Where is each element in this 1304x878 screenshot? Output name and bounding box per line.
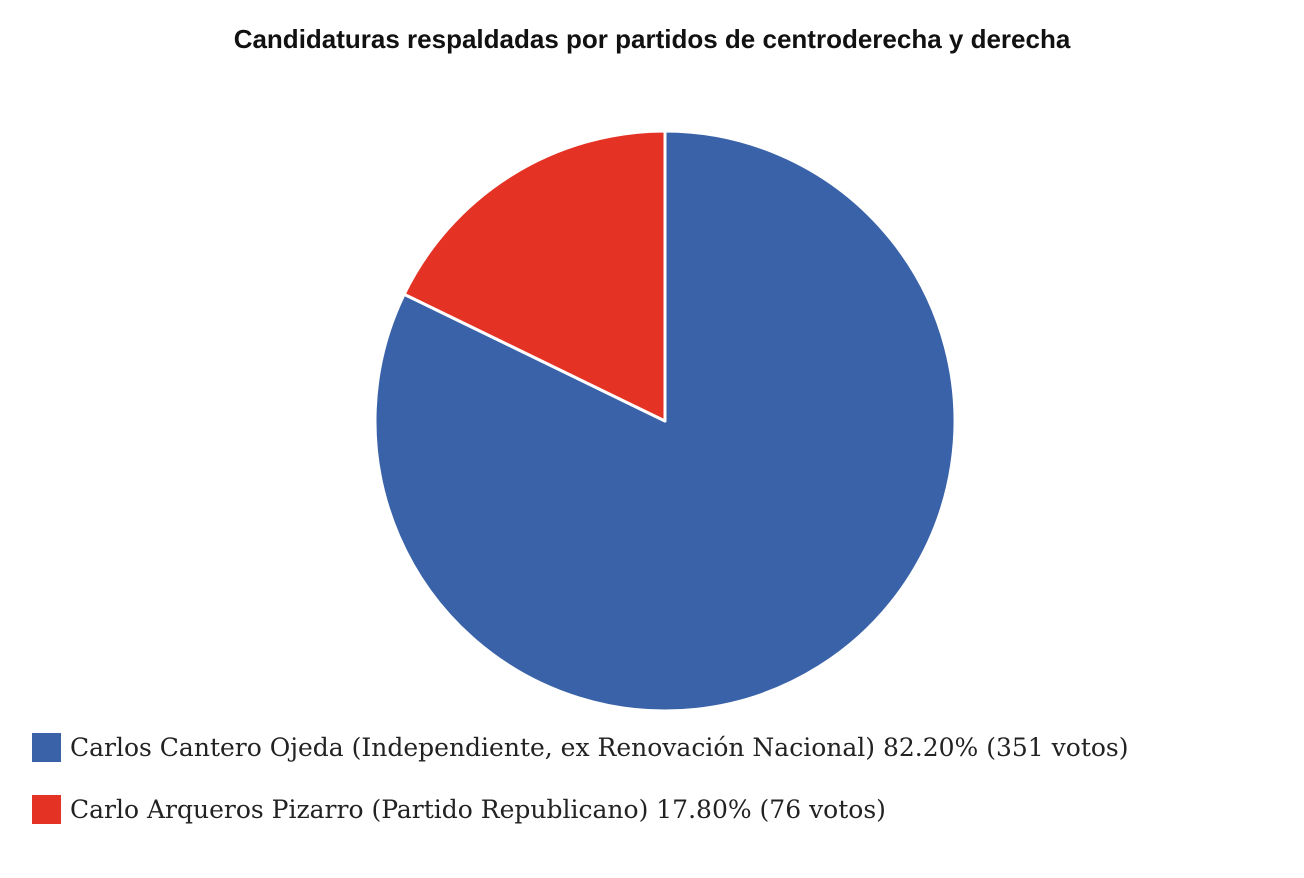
legend: Carlos Cantero Ojeda (Independiente, ex … [32,716,1129,840]
legend-swatch-cantero [32,733,61,762]
legend-label-arqueros: Carlo Arqueros Pizarro (Partido Republic… [70,795,886,824]
legend-swatch-arqueros [32,795,61,824]
legend-item-arqueros[interactable]: Carlo Arqueros Pizarro (Partido Republic… [32,778,1129,840]
legend-label-cantero: Carlos Cantero Ojeda (Independiente, ex … [70,733,1129,762]
legend-item-cantero[interactable]: Carlos Cantero Ojeda (Independiente, ex … [32,716,1129,778]
